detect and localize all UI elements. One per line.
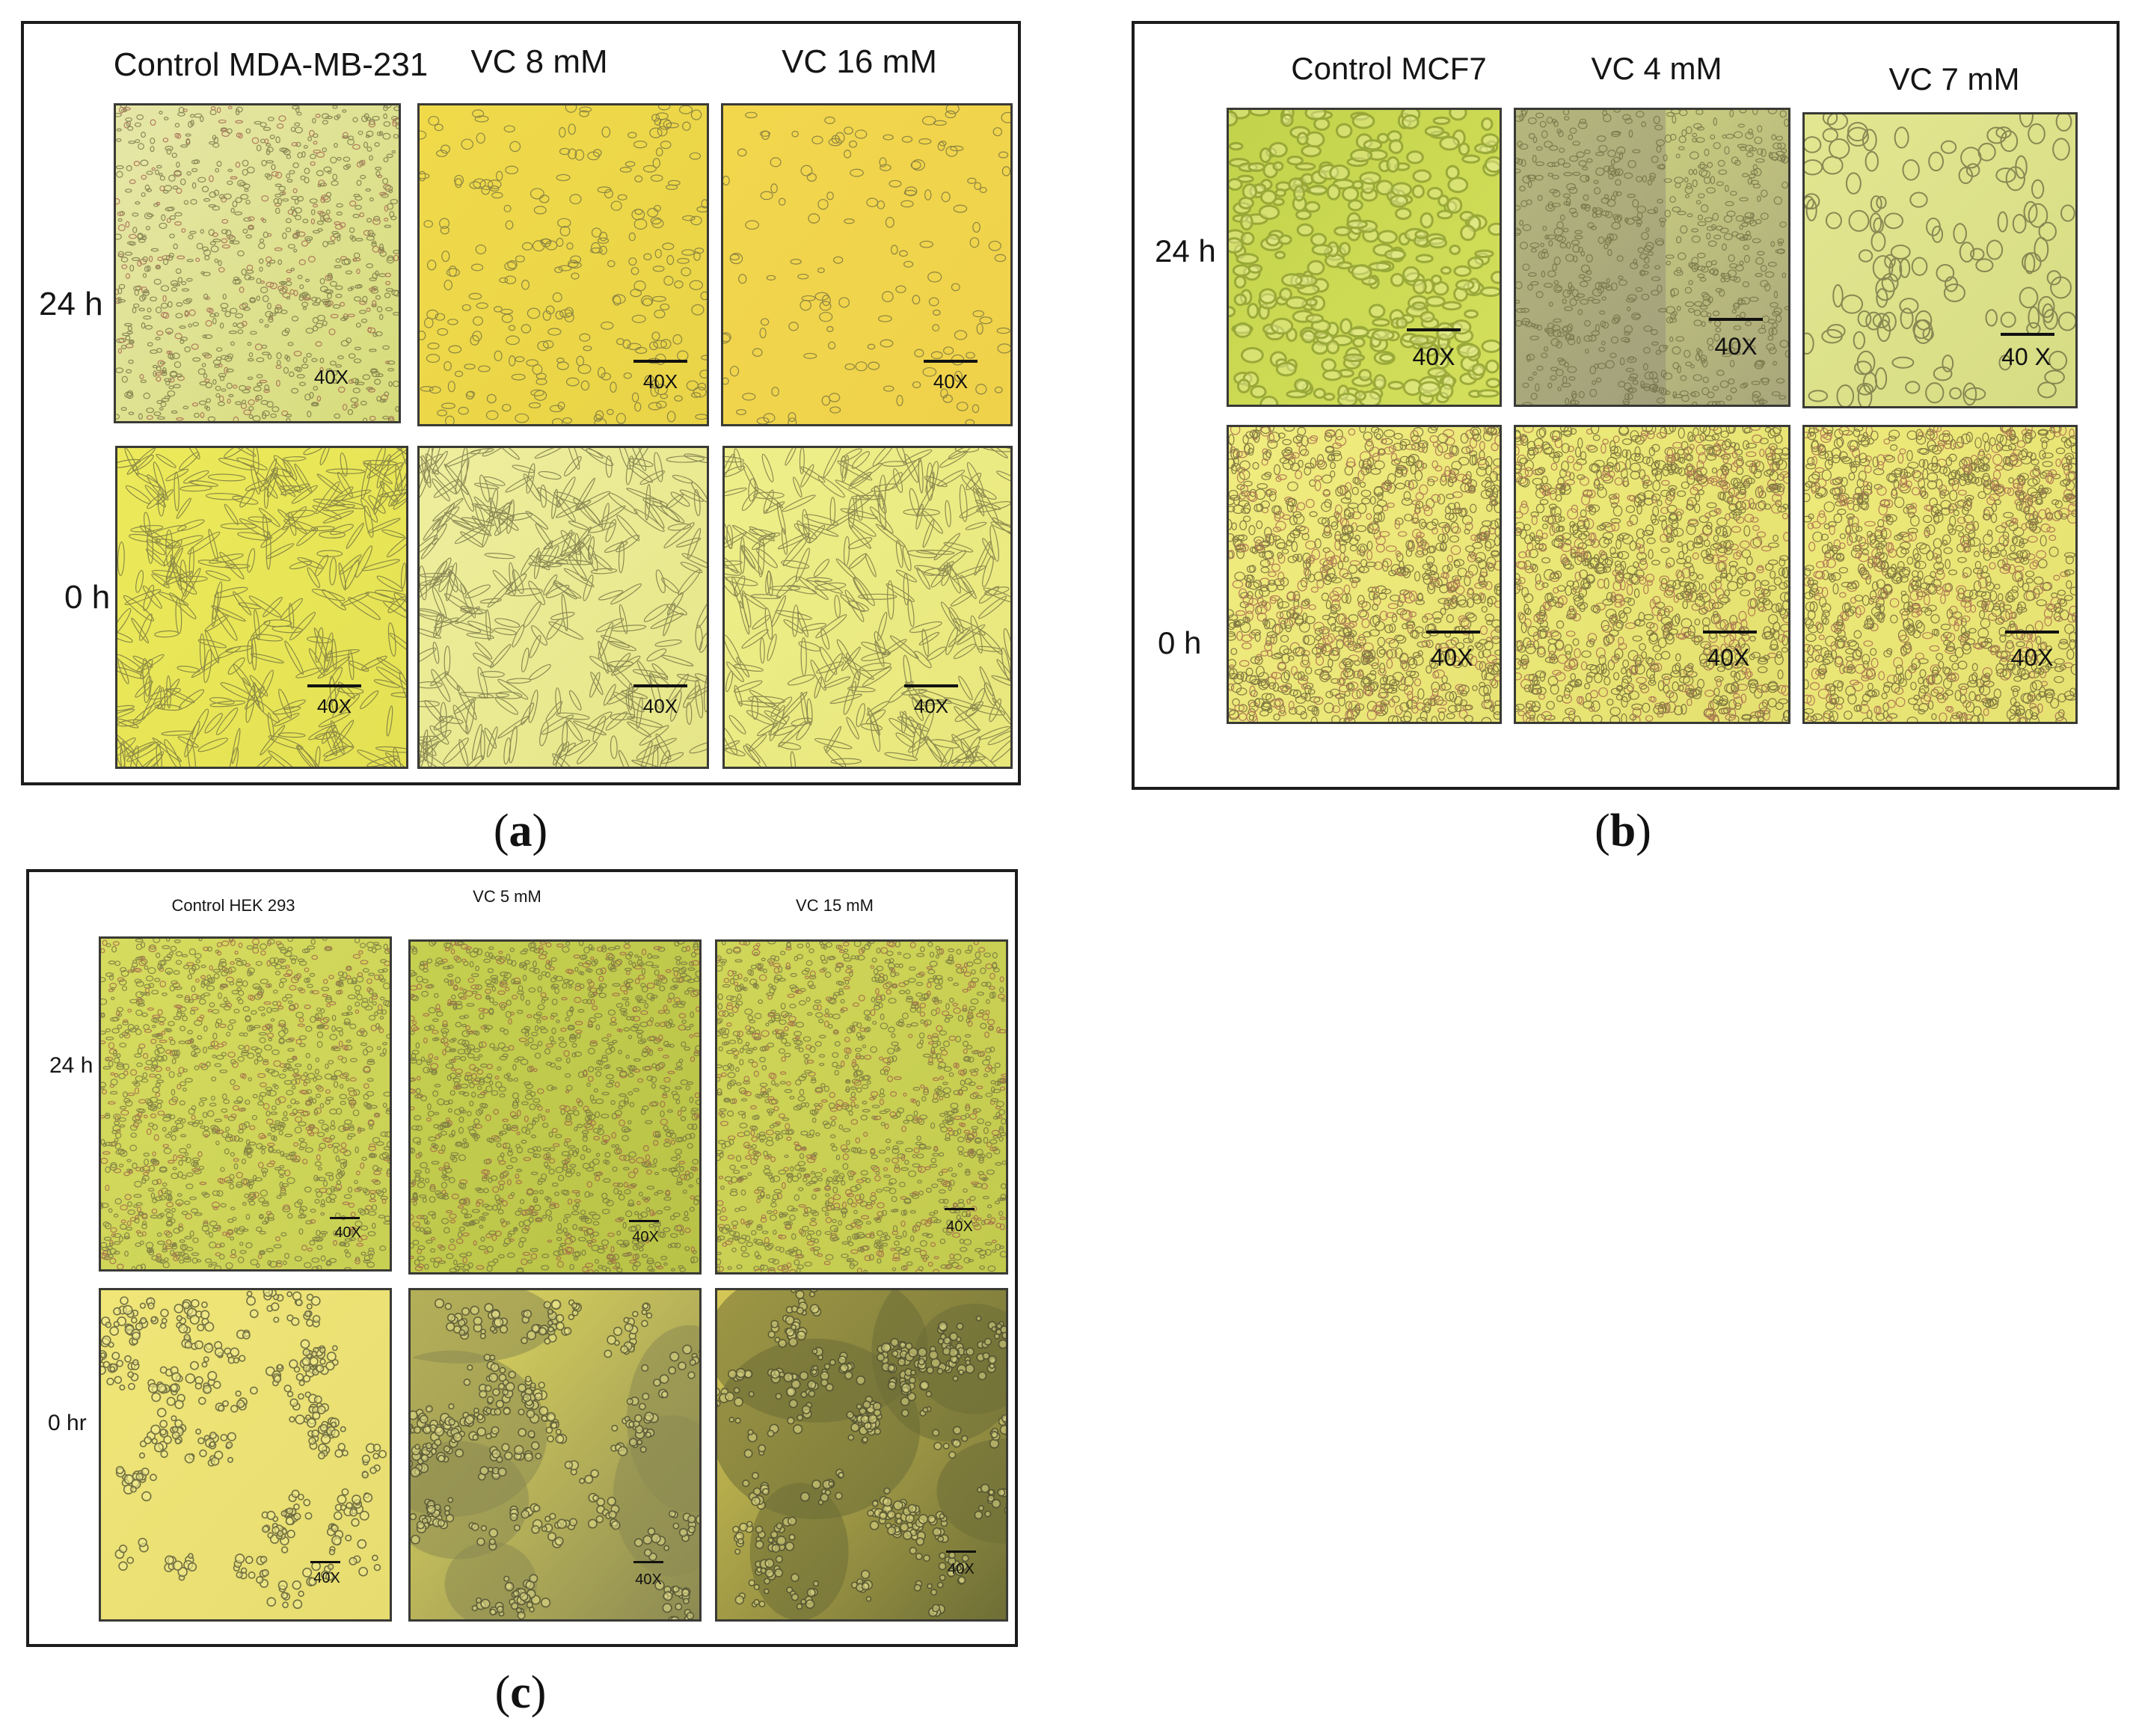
- panel-c-micrograph-control-0hr: 40X: [99, 1288, 392, 1622]
- panel-b-micrograph-vc4-24h: 40X: [1514, 108, 1790, 407]
- scale-bar: [330, 1217, 360, 1219]
- scale-label: 40X: [1412, 343, 1455, 370]
- micrograph-texture: [1516, 427, 1788, 722]
- micrograph-texture: [411, 1290, 699, 1619]
- scale-label: 40X: [913, 695, 949, 717]
- scale-bar: [2005, 631, 2059, 634]
- panel-b-micrograph-control-0h: 40X: [1227, 425, 1502, 724]
- scale-bar: [629, 1220, 659, 1222]
- panel-b-micrograph-vc4-0h: 40X: [1514, 425, 1790, 724]
- panel-b-micrograph-vc7-24h: 40 X: [1802, 112, 2078, 408]
- scale-bar: [307, 684, 361, 687]
- panel-c-column-header-1: Control HEK 293: [171, 896, 295, 915]
- panel-c-column-header-2: VC 5 mM: [473, 887, 541, 906]
- micrograph-texture: [1229, 110, 1500, 405]
- micrograph-texture: [1805, 427, 2075, 722]
- panel-b-caption: (b): [1595, 806, 1651, 856]
- scale-label: 40X: [933, 370, 969, 393]
- panel-b-micrograph-vc7-0h: 40X: [1802, 425, 2078, 724]
- panel-a-column-header-3: VC 16 mM: [782, 43, 937, 80]
- panel-a-row-header-0h: 0 h: [64, 579, 111, 616]
- scale-bar: [904, 684, 958, 687]
- micrograph-texture: [420, 448, 707, 767]
- scale-label: 40 X: [2001, 343, 2051, 370]
- scale-label: 40X: [948, 1561, 975, 1577]
- scale-bar: [1426, 631, 1480, 634]
- scale-label: 40X: [632, 1229, 659, 1245]
- scale-label: 40X: [946, 1218, 973, 1235]
- panel-b-caption-letter: b: [1609, 806, 1636, 856]
- scale-bar: [1407, 328, 1461, 331]
- micrograph-texture: [717, 1290, 1006, 1619]
- panel-c-row-header-0hr: 0 hr: [48, 1411, 87, 1435]
- scale-label: 40X: [635, 1571, 662, 1588]
- scale-bar: [633, 360, 687, 363]
- micrograph-texture: [717, 942, 1006, 1272]
- micrograph-texture: [1516, 110, 1788, 405]
- panel-c-column-header-3: VC 15 mM: [796, 896, 874, 915]
- micrograph-texture: [725, 448, 1010, 767]
- panel-a-micrograph-vc8-0h: 40X: [417, 446, 709, 769]
- micrograph-texture: [116, 105, 399, 421]
- scale-label: 40X: [1430, 644, 1473, 671]
- panel-b-micrograph-control-24h: 40X: [1227, 108, 1502, 407]
- panel-c-row-header-24h: 24 h: [49, 1053, 93, 1078]
- panel-a-column-header-2: VC 8 mM: [470, 43, 608, 80]
- panel-a-micrograph-vc16-24h: 40X: [721, 103, 1013, 426]
- scale-bar: [633, 684, 687, 687]
- panel-a-micrograph-control-0h: 40X: [115, 446, 408, 769]
- panel-b-column-header-2: VC 4 mM: [1591, 51, 1722, 86]
- panel-a-micrograph-vc8-24h: 40X: [417, 103, 709, 426]
- scale-bar: [924, 360, 978, 363]
- panel-a-caption: (a): [493, 806, 548, 856]
- scale-bar: [1703, 631, 1757, 634]
- panel-a-micrograph-control-24h: 40X: [114, 103, 401, 423]
- scale-bar: [1709, 318, 1763, 321]
- scale-label: 40X: [642, 695, 678, 717]
- micrograph-texture: [101, 939, 390, 1269]
- panel-a-row-header-24h: 24 h: [39, 286, 103, 322]
- micrograph-texture: [411, 942, 699, 1272]
- panel-c-caption-letter: c: [510, 1667, 531, 1718]
- panel-b-column-header-1: Control MCF7: [1291, 51, 1487, 86]
- scale-bar: [945, 1208, 975, 1210]
- panel-a-column-header-1: Control MDA-MB-231: [113, 46, 429, 83]
- scale-bar: [633, 1561, 663, 1563]
- panel-a-micrograph-vc16-0h: 40X: [722, 446, 1013, 769]
- micrograph-texture: [117, 448, 406, 767]
- scale-bar: [946, 1551, 976, 1553]
- panel-c-micrograph-control-24h: 40X: [99, 936, 392, 1272]
- panel-b-row-header-0h: 0 h: [1158, 625, 1202, 660]
- scale-label: 40X: [1714, 333, 1758, 360]
- scale-label: 40X: [1707, 644, 1750, 671]
- panel-b-row-header-24h: 24 h: [1155, 233, 1216, 269]
- micrograph-texture: [1805, 114, 2075, 406]
- scale-label: 40X: [313, 366, 349, 388]
- panel-c-micrograph-vc15-24h: 40X: [715, 939, 1008, 1275]
- micrograph-texture: [1229, 427, 1500, 722]
- panel-c-micrograph-vc15-0hr: 40X: [715, 1288, 1008, 1622]
- scale-bar: [310, 1561, 340, 1563]
- scale-label: 40X: [313, 1570, 340, 1586]
- panel-c-caption: (c): [494, 1667, 547, 1718]
- scale-bar: [2001, 333, 2054, 336]
- scale-label: 40X: [642, 370, 678, 393]
- scale-label: 40X: [316, 695, 352, 717]
- scale-label: 40X: [334, 1224, 361, 1241]
- panel-a-caption-letter: a: [509, 806, 533, 856]
- scale-label: 40X: [2010, 644, 2054, 671]
- panel-b-column-header-3: VC 7 mM: [1888, 61, 2020, 96]
- micrograph-texture: [723, 105, 1010, 424]
- panel-c-micrograph-vc5-0hr: 40X: [408, 1288, 702, 1622]
- micrograph-texture: [101, 1290, 390, 1619]
- panel-c-micrograph-vc5-24h: 40X: [408, 939, 702, 1275]
